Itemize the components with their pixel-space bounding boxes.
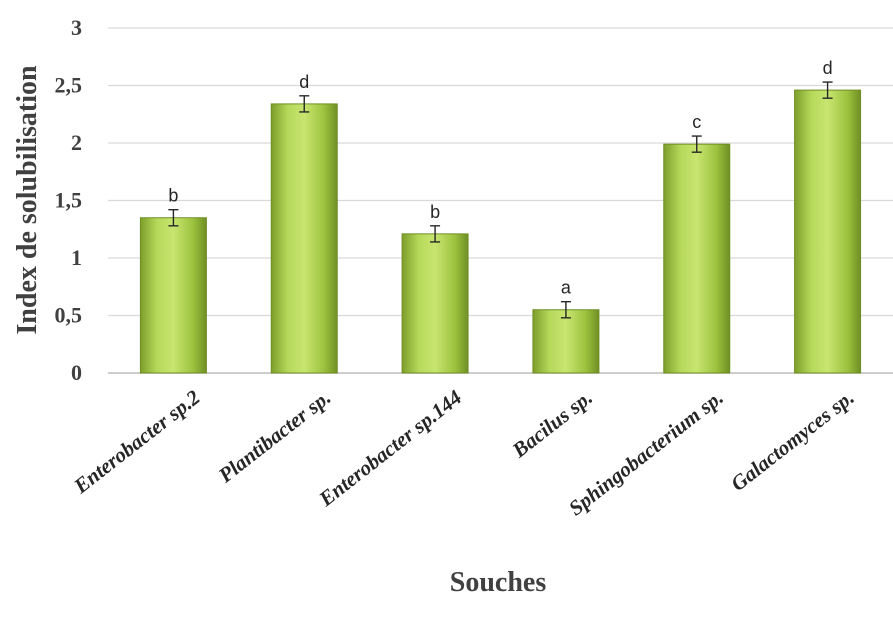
x-tick-label: Enterobacter sp.144 xyxy=(314,385,467,512)
x-tick-label: Galactomyces sp. xyxy=(726,385,858,496)
y-tick-label: 2 xyxy=(71,130,82,155)
significance-label: d xyxy=(823,58,833,78)
bar xyxy=(139,217,207,374)
x-axis-title: Souches xyxy=(450,567,547,598)
x-tick-label: Enterobacter sp.2 xyxy=(68,385,204,499)
significance-label: d xyxy=(299,72,309,92)
y-tick-label: 0,5 xyxy=(55,303,83,328)
y-tick-label: 0 xyxy=(71,360,82,385)
y-tick-label: 3 xyxy=(71,15,82,40)
gridlines xyxy=(108,27,893,374)
y-axis-tick-labels: 0 0,5 1 1,5 2 2,5 3 xyxy=(55,15,83,385)
bar xyxy=(270,103,338,374)
bar xyxy=(532,309,600,374)
x-axis-tick-labels: Enterobacter sp.2 Plantibacter sp.Enterob… xyxy=(68,385,858,521)
x-tick-label: Plantibacter sp. xyxy=(213,385,335,488)
error-bar xyxy=(168,209,179,227)
error-bar xyxy=(691,135,702,153)
bars: b d b a c d xyxy=(139,58,862,374)
significance-label: c xyxy=(692,112,701,132)
bar xyxy=(663,143,731,374)
y-tick-label: 1,5 xyxy=(55,188,83,213)
significance-label: b xyxy=(168,186,178,206)
error-bar xyxy=(299,95,310,113)
significance-label: a xyxy=(561,278,572,298)
y-axis-title: Index de solubilisation xyxy=(12,65,43,335)
error-bar xyxy=(822,81,833,99)
significance-label: b xyxy=(430,202,440,222)
y-tick-label: 2,5 xyxy=(55,73,83,98)
error-bar xyxy=(430,225,441,243)
y-tick-label: 1 xyxy=(71,245,82,270)
error-bar xyxy=(560,301,571,319)
x-tick-label: Bacilus sp. xyxy=(507,385,597,463)
bar xyxy=(401,233,469,374)
bar xyxy=(794,89,862,374)
